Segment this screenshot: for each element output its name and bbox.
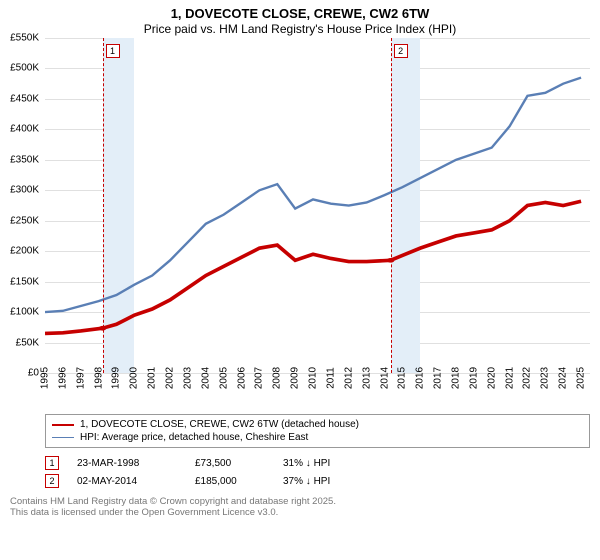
x-tick-label: 2024 xyxy=(558,367,569,389)
x-tick-label: 1998 xyxy=(93,367,104,389)
sales-table: 1 23-MAR-1998 £73,500 31% ↓ HPI 2 02-MAY-2014… xyxy=(45,454,590,490)
x-tick-label: 2011 xyxy=(325,367,336,389)
x-tick-label: 2023 xyxy=(540,367,551,389)
x-tick-label: 1999 xyxy=(111,367,122,389)
sale-marker-line xyxy=(103,38,104,373)
sale-tag: 2 xyxy=(45,474,59,488)
sale-date: 02-MAY-2014 xyxy=(77,476,177,487)
x-tick-label: 2003 xyxy=(182,367,193,389)
x-tick-label: 1995 xyxy=(40,367,51,389)
title-line-1: 1, DOVECOTE CLOSE, CREWE, CW2 6TW xyxy=(0,6,600,21)
y-tick-label: £50K xyxy=(16,337,39,348)
attribution-line-2: This data is licensed under the Open Gov… xyxy=(10,507,590,518)
chart-svg xyxy=(45,38,590,373)
legend-label: HPI: Average price, detached house, Ches… xyxy=(80,432,308,443)
sale-price: £185,000 xyxy=(195,476,265,487)
x-tick-label: 2014 xyxy=(379,367,390,389)
x-tick-label: 2005 xyxy=(218,367,229,389)
y-tick-label: £100K xyxy=(10,307,39,318)
sale-hpi-compare: 31% ↓ HPI xyxy=(283,458,330,469)
x-tick-label: 2020 xyxy=(486,367,497,389)
x-tick-label: 2013 xyxy=(361,367,372,389)
series-line-price_paid xyxy=(45,201,581,333)
y-tick-label: £200K xyxy=(10,246,39,257)
title-line-2: Price paid vs. HM Land Registry's House … xyxy=(0,22,600,36)
x-tick-label: 2002 xyxy=(165,367,176,389)
y-tick-label: £450K xyxy=(10,93,39,104)
x-tick-label: 2009 xyxy=(290,367,301,389)
x-tick-label: 2022 xyxy=(522,367,533,389)
y-tick-label: £550K xyxy=(10,33,39,44)
attribution: Contains HM Land Registry data © Crown c… xyxy=(10,496,590,518)
sale-row: 2 02-MAY-2014 £185,000 37% ↓ HPI xyxy=(45,472,590,490)
y-tick-label: £400K xyxy=(10,124,39,135)
y-tick-label: £150K xyxy=(10,276,39,287)
y-tick-label: £350K xyxy=(10,154,39,165)
x-tick-label: 1997 xyxy=(75,367,86,389)
chart-title: 1, DOVECOTE CLOSE, CREWE, CW2 6TW Price … xyxy=(0,0,600,38)
x-tick-label: 2004 xyxy=(200,367,211,389)
x-tick-label: 2018 xyxy=(450,367,461,389)
x-tick-label: 2001 xyxy=(147,367,158,389)
attribution-line-1: Contains HM Land Registry data © Crown c… xyxy=(10,496,590,507)
y-tick-label: £500K xyxy=(10,63,39,74)
x-tick-label: 2017 xyxy=(433,367,444,389)
plot-region: £0£50K£100K£150K£200K£250K£300K£350K£400… xyxy=(45,38,590,374)
x-tick-label: 2012 xyxy=(343,367,354,389)
chart-area: £0£50K£100K£150K£200K£250K£300K£350K£400… xyxy=(45,38,590,408)
x-axis: 1995199619971998199920002001200220032004… xyxy=(45,374,590,408)
x-tick-label: 2007 xyxy=(254,367,265,389)
sale-marker-tag: 1 xyxy=(106,44,120,58)
legend-item: HPI: Average price, detached house, Ches… xyxy=(52,431,583,444)
x-tick-label: 2006 xyxy=(236,367,247,389)
sale-marker-line xyxy=(391,38,392,373)
legend-swatch xyxy=(52,437,74,438)
x-tick-label: 2008 xyxy=(272,367,283,389)
sale-hpi-compare: 37% ↓ HPI xyxy=(283,476,330,487)
legend: 1, DOVECOTE CLOSE, CREWE, CW2 6TW (detac… xyxy=(45,414,590,448)
x-tick-label: 2000 xyxy=(129,367,140,389)
y-tick-label: £300K xyxy=(10,185,39,196)
legend-swatch xyxy=(52,424,74,426)
sale-row: 1 23-MAR-1998 £73,500 31% ↓ HPI xyxy=(45,454,590,472)
sale-tag: 1 xyxy=(45,456,59,470)
x-tick-label: 2021 xyxy=(504,367,515,389)
x-tick-label: 1996 xyxy=(57,367,68,389)
y-axis: £0£50K£100K£150K£200K£250K£300K£350K£400… xyxy=(0,38,43,373)
x-tick-label: 2010 xyxy=(308,367,319,389)
legend-item: 1, DOVECOTE CLOSE, CREWE, CW2 6TW (detac… xyxy=(52,418,583,431)
x-tick-label: 2025 xyxy=(576,367,587,389)
sale-marker-tag: 2 xyxy=(394,44,408,58)
y-tick-label: £0 xyxy=(28,368,39,379)
y-tick-label: £250K xyxy=(10,215,39,226)
series-line-hpi xyxy=(45,78,581,313)
x-tick-label: 2015 xyxy=(397,367,408,389)
x-tick-label: 2019 xyxy=(468,367,479,389)
legend-label: 1, DOVECOTE CLOSE, CREWE, CW2 6TW (detac… xyxy=(80,419,359,430)
x-tick-label: 2016 xyxy=(415,367,426,389)
sale-date: 23-MAR-1998 xyxy=(77,458,177,469)
sale-price: £73,500 xyxy=(195,458,265,469)
